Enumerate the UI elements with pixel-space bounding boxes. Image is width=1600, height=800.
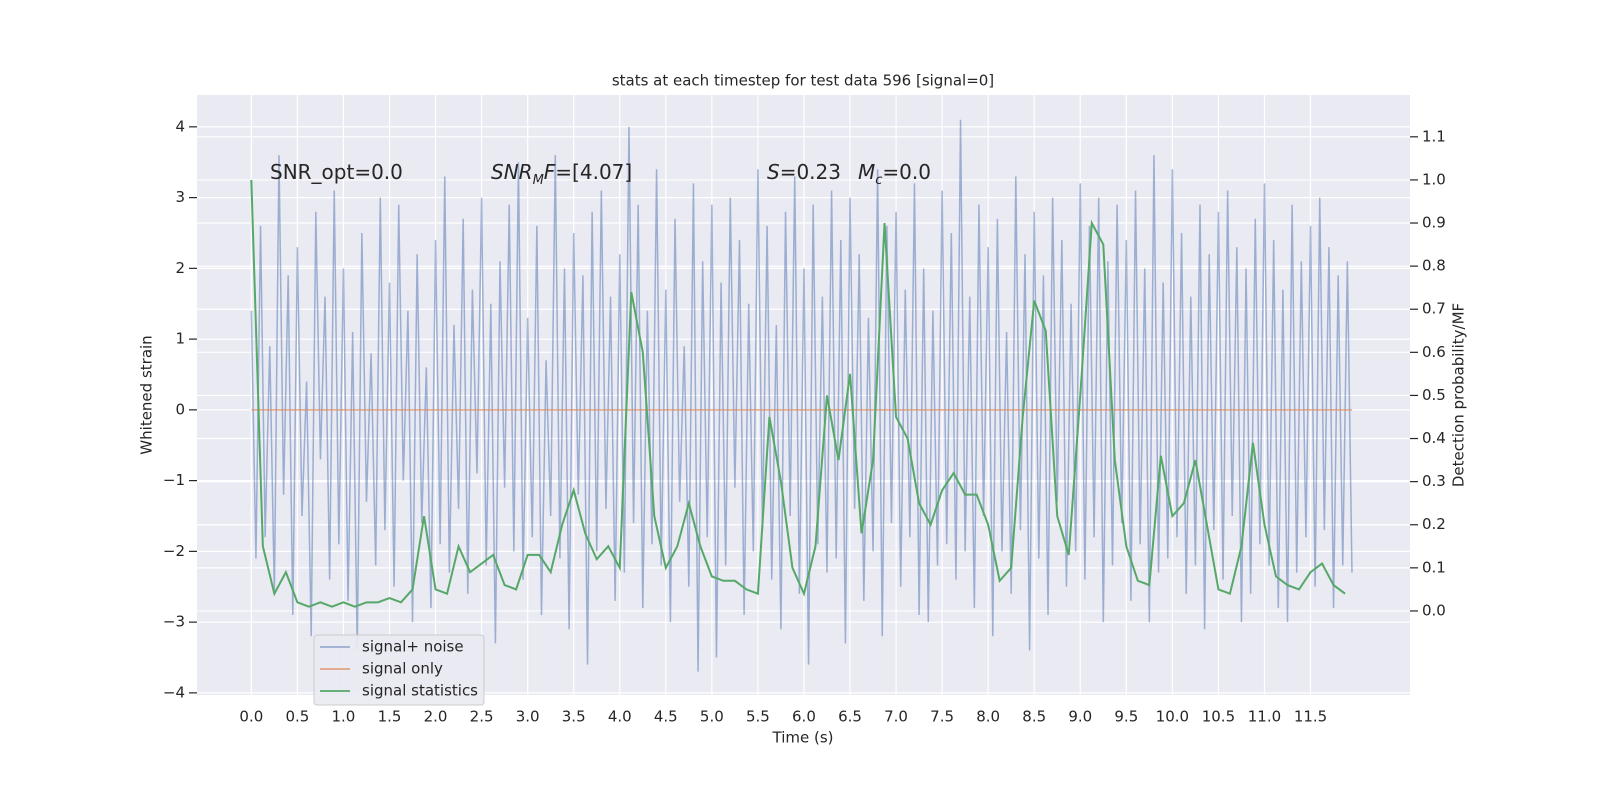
x-tick-label: 7.0 (884, 708, 908, 726)
x-tick-label: 1.5 (378, 708, 402, 726)
x-tick-label: 8.0 (976, 708, 1000, 726)
annotation: Mc=0.0 (858, 160, 931, 189)
y2-tick-label: 0.0 (1422, 601, 1446, 619)
x-tick-label: 7.5 (930, 708, 954, 726)
legend-label: signal+ noise (362, 638, 464, 656)
chart-title: stats at each timestep for test data 596… (612, 72, 994, 90)
y2-tick-label: 0.1 (1422, 558, 1446, 576)
y2-axis-label: Detection probability/MF (1450, 303, 1468, 487)
y2-tick-label: 0.9 (1422, 214, 1446, 232)
x-tick-label: 8.5 (1022, 708, 1046, 726)
annotation-part: SNR (491, 160, 533, 184)
annotation-part: M (533, 173, 544, 188)
x-tick-label: 11.5 (1294, 708, 1327, 726)
legend-label: signal statistics (362, 682, 478, 700)
x-tick-label: 2.0 (424, 708, 448, 726)
y2-tick-label: 0.6 (1422, 343, 1446, 361)
legend-box (313, 634, 485, 706)
y2-tick-label: 0.5 (1422, 386, 1446, 404)
x-tick-label: 4.5 (654, 708, 678, 726)
y2-tick-label: 0.8 (1422, 257, 1446, 275)
annotation-part: =[4.07] (555, 160, 632, 184)
x-tick-label: 6.0 (792, 708, 816, 726)
x-tick-label: 9.0 (1068, 708, 1092, 726)
x-tick-label: 0.0 (239, 708, 263, 726)
x-tick-label: 5.5 (746, 708, 770, 726)
x-tick-label: 2.5 (470, 708, 494, 726)
y2-tick-label: 0.3 (1422, 472, 1446, 490)
y-tick-label: 0 (175, 400, 185, 418)
annotation-part: =0.23 (780, 160, 841, 184)
x-tick-label: 3.5 (562, 708, 586, 726)
annotation-part: M (858, 160, 875, 184)
legend: signal+ noise signal only signal statistic… (313, 634, 485, 706)
annotation: SNR_opt=0.0 (270, 160, 403, 184)
y-tick-label: 4 (175, 117, 185, 135)
series-line (250, 179, 1346, 608)
x-tick-label: 10.5 (1202, 708, 1235, 726)
y-tick-label: 1 (175, 330, 185, 348)
x-axis-label: Time (s) (772, 729, 834, 747)
y-tick-label: −3 (163, 613, 185, 631)
x-tick-label: 9.5 (1114, 708, 1138, 726)
annotation-part: SNR_opt=0.0 (270, 160, 403, 184)
y-axis-label: Whitened strain (138, 335, 156, 454)
y-tick-label: −1 (163, 471, 185, 489)
x-tick-label: 4.0 (608, 708, 632, 726)
y2-tick-label: 0.2 (1422, 515, 1446, 533)
annotation: SNRMF=[4.07] (491, 160, 632, 189)
x-tick-label: 6.5 (838, 708, 862, 726)
annotation-part: F (544, 160, 556, 184)
y2-tick-label: 1.0 (1422, 170, 1446, 188)
y-tick-label: 3 (175, 188, 185, 206)
x-tick-label: 10.0 (1156, 708, 1189, 726)
annotation-part: S (767, 160, 780, 184)
legend-label: signal only (362, 660, 443, 678)
y2-tick-label: 0.7 (1422, 300, 1446, 318)
annotation: S=0.23 (767, 160, 841, 184)
y-tick-label: −4 (163, 683, 185, 701)
x-tick-label: 3.0 (516, 708, 540, 726)
x-tick-label: 5.0 (700, 708, 724, 726)
y-tick-label: −2 (163, 542, 185, 560)
x-tick-label: 11.0 (1248, 708, 1281, 726)
x-tick-label: 1.0 (332, 708, 356, 726)
annotation-part: =0.0 (882, 160, 931, 184)
annotation-part: c (875, 173, 882, 188)
y-tick-label: 2 (175, 259, 185, 277)
y2-tick-label: 1.1 (1422, 127, 1446, 145)
y2-tick-label: 0.4 (1422, 429, 1446, 447)
x-tick-label: 0.5 (285, 708, 309, 726)
